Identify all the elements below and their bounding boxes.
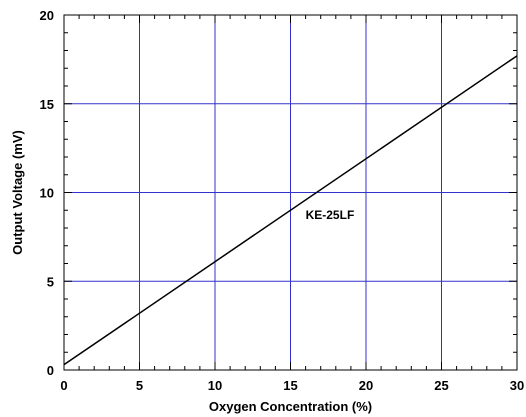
x-tick-label: 5 <box>136 378 143 393</box>
y-tick-label: 15 <box>40 97 54 112</box>
annotation-label: KE-25LF <box>306 208 355 222</box>
x-tick-labels: 0 5 10 15 20 25 30 <box>60 378 524 393</box>
annotations: KE-25LF <box>306 208 355 222</box>
x-tick-label: 20 <box>359 378 373 393</box>
x-tick-label: 0 <box>60 378 67 393</box>
grid-lines <box>64 15 517 370</box>
x-tick-label: 10 <box>208 378 222 393</box>
x-tick-label: 25 <box>434 378 448 393</box>
y-tick-label: 10 <box>40 186 54 201</box>
x-axis-title: Oxygen Concentration (%) <box>209 399 372 414</box>
series-line <box>63 55 518 366</box>
y-tick-labels: 0 5 10 15 20 <box>40 8 54 378</box>
x-tick-label: 30 <box>510 378 524 393</box>
series-lines <box>63 55 518 366</box>
x-tick-label: 15 <box>283 378 297 393</box>
y-axis-title: Output Voltage (mV) <box>10 130 25 255</box>
y-tick-label: 20 <box>40 8 54 23</box>
y-tick-label: 5 <box>47 274 54 289</box>
axis-ticks <box>63 14 518 371</box>
y-tick-label: 0 <box>47 363 54 378</box>
